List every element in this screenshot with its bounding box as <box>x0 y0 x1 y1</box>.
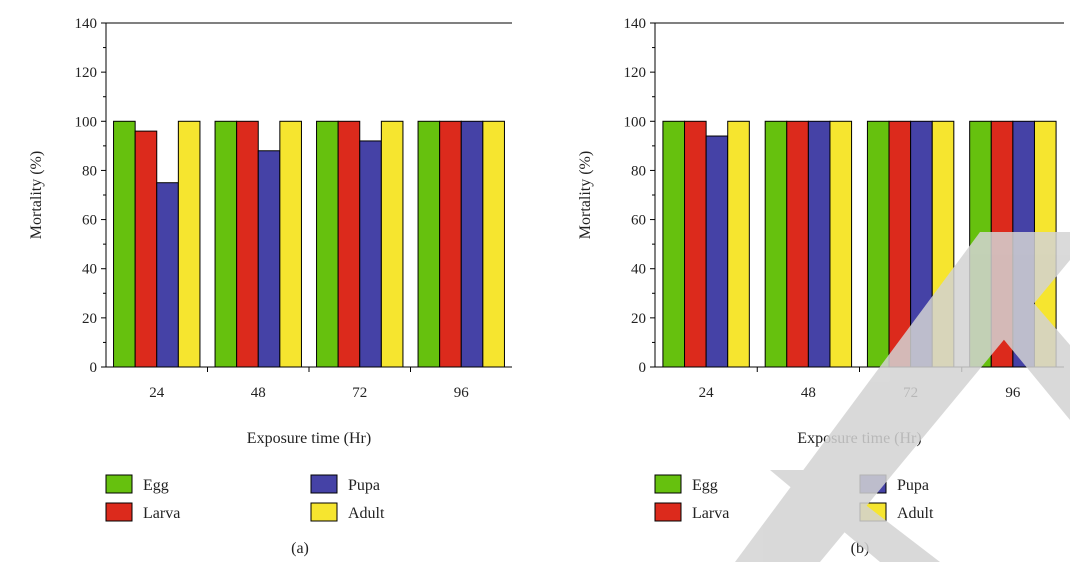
bar-pupa-96 <box>460 120 484 368</box>
bar-adult-48 <box>829 120 853 368</box>
bar-adult-96 <box>482 120 505 368</box>
x-tick-label: 96 <box>1005 385 1021 401</box>
y-tick-label: 140 <box>75 16 98 32</box>
y-tick-label: 20 <box>82 311 97 327</box>
y-axis-label: Mortality (%) <box>577 151 594 239</box>
legend-label-egg: Egg <box>692 477 718 494</box>
watermark-stroke <box>968 264 1070 420</box>
legend-swatch-adult <box>310 502 338 522</box>
bar-adult-24 <box>177 120 201 368</box>
bar-pupa-72 <box>359 140 382 368</box>
legend: Egg Larva Pupa Adult <box>105 474 385 522</box>
bar-pupa-24 <box>156 182 179 368</box>
y-tick-label: 80 <box>631 163 646 179</box>
legend-swatch-egg <box>105 474 133 494</box>
y-tick-label: 120 <box>75 65 98 81</box>
bar-larva-96 <box>439 120 462 368</box>
bar-egg-96 <box>417 120 441 368</box>
y-tick-label: 0 <box>90 360 98 376</box>
y-tick-label: 40 <box>82 262 97 278</box>
legend-label-pupa: Pupa <box>897 477 929 494</box>
y-tick-label: 60 <box>82 213 97 229</box>
bar-adult-72 <box>380 120 404 368</box>
bar-larva-24 <box>684 120 707 368</box>
bar-larva-48 <box>786 120 809 368</box>
y-tick-label: 120 <box>624 65 647 81</box>
y-tick-label: 40 <box>631 262 646 278</box>
bar-egg-24 <box>113 120 136 368</box>
bar-pupa-24 <box>705 135 729 368</box>
bar-pupa-48 <box>257 150 281 368</box>
x-tick-label: 72 <box>352 385 367 401</box>
chart-panel-a: 0 20 40 60 80 100 120 140 24 48 72 96 Exposure time … <box>28 16 512 557</box>
bar-larva-72 <box>337 120 361 368</box>
y-tick-label: 100 <box>75 114 98 130</box>
y-tick-label: 20 <box>631 311 646 327</box>
bar-larva-48 <box>236 120 259 368</box>
bar-larva-24 <box>134 130 158 368</box>
legend-label-adult: Adult <box>897 505 934 522</box>
bar-egg-24 <box>662 120 686 368</box>
bar-pupa-48 <box>807 120 831 368</box>
x-axis-label: Exposure time (Hr) <box>247 430 371 447</box>
watermark-stroke <box>770 470 940 562</box>
watermark <box>735 232 1070 562</box>
legend-swatch-pupa <box>310 474 338 494</box>
y-axis-label: Mortality (%) <box>28 151 45 239</box>
legend-label-adult: Adult <box>348 505 385 522</box>
y-tick-label: 80 <box>82 163 97 179</box>
bar-adult-48 <box>279 120 302 368</box>
legend-label-larva: Larva <box>143 505 180 522</box>
bar-adult-24 <box>727 120 750 368</box>
legend-label-egg: Egg <box>143 477 169 494</box>
legend-swatch-larva <box>654 502 682 522</box>
y-tick-label: 100 <box>624 114 647 130</box>
panel-label: (a) <box>291 540 309 557</box>
bar-egg-72 <box>866 120 890 368</box>
x-tick-label: 24 <box>699 385 715 401</box>
y-tick-label: 0 <box>639 360 647 376</box>
legend-label-pupa: Pupa <box>348 477 380 494</box>
bar-egg-48 <box>764 120 788 368</box>
legend-swatch-egg <box>654 474 682 494</box>
y-tick-label: 140 <box>624 16 647 32</box>
bar-egg-72 <box>316 120 339 368</box>
legend-swatch-larva <box>105 502 133 522</box>
x-tick-label: 24 <box>149 385 165 401</box>
x-tick-label: 48 <box>251 385 266 401</box>
legend-label-larva: Larva <box>692 505 729 522</box>
y-tick-label: 60 <box>631 213 646 229</box>
x-tick-label: 96 <box>454 385 470 401</box>
bar-egg-48 <box>214 120 238 368</box>
x-tick-label: 48 <box>801 385 816 401</box>
